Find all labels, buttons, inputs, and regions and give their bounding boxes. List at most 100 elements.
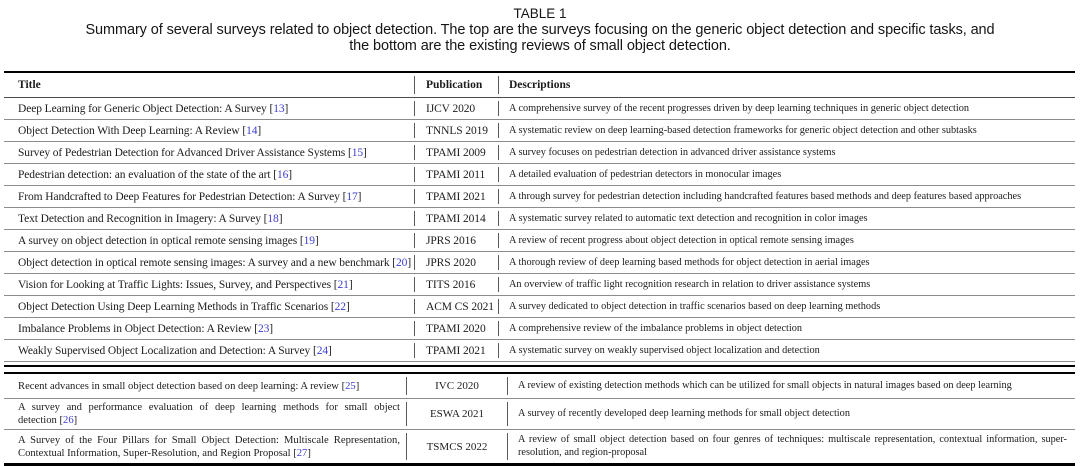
publication-cell: TPAMI 2021 [415,186,498,207]
small-object-surveys-section: Recent advances in small object detectio… [4,374,1075,463]
citation-link[interactable]: 27 [296,447,308,459]
column-separator [414,76,415,94]
paper-title-cell: Recent advances in small object detectio… [4,374,406,398]
citation-close-bracket: ] [288,168,292,181]
citation-link[interactable]: 15 [351,146,363,159]
column-separator [414,189,415,204]
column-separator [498,76,499,94]
paper-title-cell: Text Detection and Recognition in Imager… [4,208,414,229]
paper-title-cell: Weakly Supervised Object Localization an… [4,340,414,361]
citation-open-bracket: [ [239,124,247,137]
header-publication-cell: Publication [415,73,498,97]
paper-title-cell: Object detection in optical remote sensi… [4,252,414,273]
paper-title-cell: A Survey of the Four Pillars for Small O… [4,430,406,463]
citation-link[interactable]: 14 [246,124,258,137]
citation-close-bracket: ] [307,447,311,459]
column-separator [414,343,415,358]
citation-close-bracket: ] [345,300,350,313]
table-number-label: TABLE 1 [513,6,567,21]
paper-title: Object Detection Using Deep Learning Met… [18,300,329,313]
description-cell: A through survey for pedestrian detectio… [499,186,1075,207]
citation-link[interactable]: 13 [273,102,285,115]
header-title-label: Title [18,79,41,91]
column-separator [414,101,415,116]
description-cell: A survey of recently developed deep lear… [508,399,1075,429]
column-separator [406,402,407,426]
paper-title: Survey of Pedestrian Detection for Advan… [18,146,346,159]
citation-link[interactable]: 25 [345,380,356,392]
column-separator [498,299,499,314]
header-publication-label: Publication [426,79,483,91]
citation-link[interactable]: 19 [303,234,315,247]
citation-open-bracket: [ [56,415,64,426]
paper-title-cell: A survey and performance evaluation of d… [4,399,406,429]
paper-title: Imbalance Problems in Object Detection: … [18,322,252,335]
description-cell: An overview of traffic light recognition… [499,274,1075,295]
publication-venue: TPAMI 2014 [426,212,486,225]
description-cell: A systematic survey related to automatic… [499,208,1075,229]
citation-link[interactable]: 18 [267,212,279,225]
citation-open-bracket: [ [310,344,317,357]
citation-link[interactable]: 17 [346,190,358,203]
table-header-row: Title Publication Descriptions [4,73,1075,98]
citation-link[interactable]: 26 [63,415,74,426]
column-separator [507,377,508,395]
publication-cell: TPAMI 2011 [415,164,498,185]
table-row: Survey of Pedestrian Detection for Advan… [4,142,1075,164]
citation-link[interactable]: 24 [316,344,329,357]
table-row: Recent advances in small object detectio… [4,374,1075,399]
column-separator [498,123,499,138]
table-row: From Handcrafted to Deep Features for Pe… [4,186,1075,208]
paper-title: Deep Learning for Generic Object Detecti… [18,102,267,115]
table-row: Text Detection and Recognition in Imager… [4,208,1075,230]
citation-link[interactable]: 22 [334,300,346,313]
generic-surveys-section: Deep Learning for Generic Object Detecti… [4,98,1075,362]
description-text: A detailed evaluation of pedestrian dete… [509,169,782,180]
publication-cell: TPAMI 2009 [415,142,498,163]
column-separator [498,211,499,226]
column-separator [406,433,407,460]
description-text: A survey dedicated to object detection i… [509,301,881,312]
citation-close-bracket: ] [284,102,289,115]
paper-title: Object detection in optical remote sensi… [18,256,390,269]
citation-link[interactable]: 23 [257,322,270,335]
paper-title: Text Detection and Recognition in Imager… [18,212,261,225]
paper-title: From Handcrafted to Deep Features for Pe… [18,190,340,203]
citation-open-bracket: [ [389,256,397,269]
citation-link[interactable]: 16 [276,168,289,181]
paper-title: Recent advances in small object detectio… [18,380,339,392]
column-separator [507,402,508,426]
citation-open-bracket: [ [345,146,352,159]
paper-title-cell: Deep Learning for Generic Object Detecti… [4,98,414,119]
section-divider-rule [4,365,1075,374]
paper-title-cell: Imbalance Problems in Object Detection: … [4,318,414,339]
citation-open-bracket: [ [270,168,277,181]
citation-close-bracket: ] [269,322,274,335]
citation-open-bracket: [ [260,212,268,225]
column-separator [498,189,499,204]
table-row: Object Detection With Deep Learning: A R… [4,120,1075,142]
column-separator [498,145,499,160]
paper-title-cell: Vision for Looking at Traffic Lights: Is… [4,274,414,295]
description-cell: A survey dedicated to object detection i… [499,296,1075,317]
citation-link[interactable]: 20 [396,256,408,269]
table-row: Object detection in optical remote sensi… [4,252,1075,274]
description-text: A review of existing detection methods w… [518,379,1012,391]
paper-title-cell: Object Detection Using Deep Learning Met… [4,296,414,317]
description-cell: A systematic review on deep learning-bas… [499,120,1075,141]
publication-venue: TNNLS 2019 [426,124,488,137]
paper-title-cell: Survey of Pedestrian Detection for Advan… [4,142,414,163]
publication-cell: IVC 2020 [407,374,507,398]
publication-venue: TITS 2016 [426,278,476,291]
surveys-table: Title Publication Descriptions Deep Lear… [4,71,1075,466]
column-separator [414,211,415,226]
description-text: A systematic review on deep learning-bas… [509,125,977,136]
description-cell: A thorough review of deep learning based… [499,252,1075,273]
citation-link[interactable]: 21 [337,278,349,291]
publication-venue: TPAMI 2021 [426,190,486,203]
publication-cell: TPAMI 2020 [415,318,498,339]
publication-venue: TPAMI 2011 [426,168,486,181]
column-separator [414,321,415,336]
description-cell: A review of existing detection methods w… [508,374,1075,398]
caption-line-1: Summary of several surveys related to ob… [85,22,995,38]
